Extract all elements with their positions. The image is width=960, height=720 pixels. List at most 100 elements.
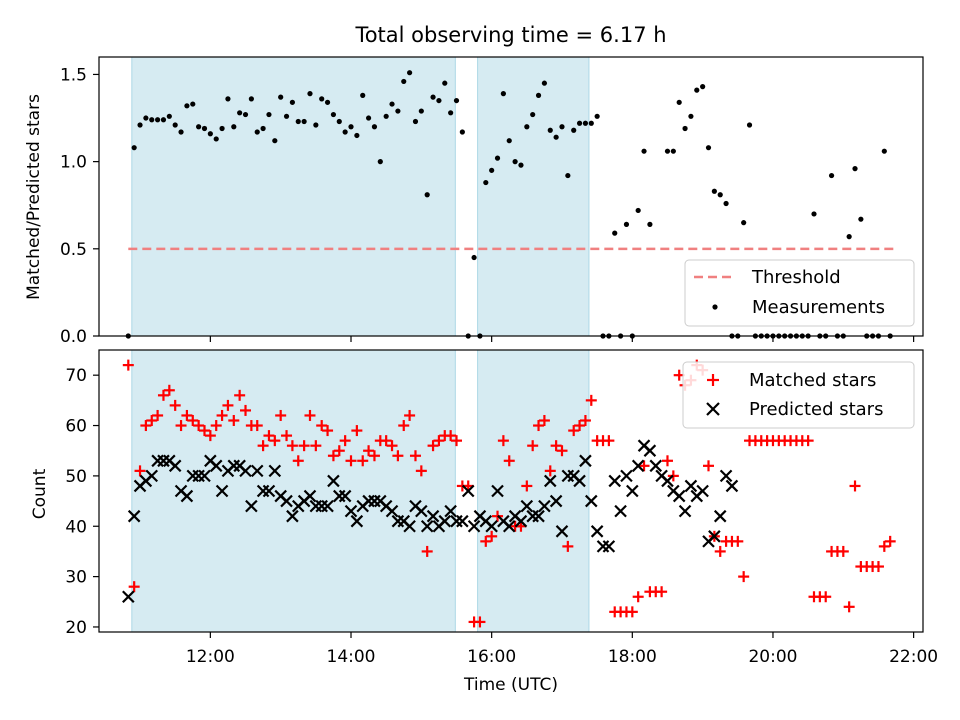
bottom-y-tick-label: 50 [65,467,87,487]
measurement-point [670,148,676,154]
measurement-point [442,80,448,86]
predicted-star-point [485,519,498,533]
measurement-point [588,120,594,126]
predicted-star-point [514,514,528,528]
predicted-star-point [209,459,223,473]
measurement-point [278,94,284,100]
predicted-star-point [626,484,639,498]
bottom-axes-frame [98,349,924,633]
x-tick-label: 20:00 [748,647,797,667]
matched-star-point [603,435,615,447]
matched-star-point [404,409,416,421]
measurement-point [494,155,501,161]
predicted-star-point [620,469,633,483]
matched-star-point [304,409,316,421]
legend-matched-marker [707,374,719,386]
predicted-star-point [608,474,622,488]
measurement-point [565,172,571,179]
matched-star-point [585,394,597,406]
matched-star-point [152,409,164,421]
predicted-star-point [198,469,211,483]
matched-star-point [409,450,421,462]
measurement-point [500,91,506,97]
matched-star-point [445,430,457,442]
measurement-point [524,124,530,130]
measurement-point [160,117,167,123]
bottom-y-tick-label: 30 [65,568,87,588]
matched-star-point [480,535,492,547]
measurement-point [559,124,565,130]
bottom-y-tick-label: 60 [65,417,87,437]
matched-star-point [122,359,134,371]
matched-star-point [210,420,222,432]
top-shaded-region-1 [477,56,590,337]
predicted-stars-points [122,439,739,604]
measurement-point [324,99,331,105]
matched-star-point [550,440,562,452]
legend-predicted-marker [706,402,720,416]
matched-star-point [275,409,287,421]
measurement-point [512,159,518,165]
matched-star-point [884,535,896,547]
measurement-point [647,221,653,227]
measurement-point [553,134,559,140]
measurement-point [741,220,747,226]
matched-star-point [204,430,216,442]
legend-matched-label: Matched stars [749,370,876,391]
matched-star-point [157,389,169,401]
matched-star-point [732,535,744,547]
matched-star-point [257,440,269,452]
matched-star-point [198,425,210,437]
measurement-point [623,221,630,227]
measurement-point [184,103,190,109]
predicted-star-point [602,540,616,553]
measurement-point [676,99,682,105]
measurement-point [489,167,495,173]
bottom-y-axis-label: Count [30,468,50,519]
predicted-star-point [672,489,686,503]
predicted-star-point [708,530,721,543]
bottom-x-ticks: 12:00 14:00 16:00 18:00 20:00 22:00 [186,632,938,667]
predicted-star-point [538,499,551,513]
predicted-star-point [215,484,229,498]
matched-star-point [392,450,404,462]
measurement-point [612,230,618,236]
measurement-point [196,124,202,130]
matched-star-point [427,440,439,452]
matched-star-point [415,465,427,477]
measurement-point [289,99,295,105]
matched-star-point [521,480,533,492]
matched-star-point [433,435,445,447]
matched-star-point [474,616,486,628]
bottom-legend: Matched stars Predicted stars [682,361,915,429]
measurement-point [365,115,372,121]
predicted-star-point [643,444,657,457]
matched-star-point [228,415,240,426]
measurement-point [172,122,178,128]
measurement-point [389,101,395,107]
matched-star-point [579,415,591,426]
matched-star-point [181,409,193,421]
measurement-point [336,118,342,125]
predicted-star-point [286,509,299,523]
predicted-star-point [456,514,469,528]
measurement-point [354,132,360,139]
measurement-point [383,113,389,119]
matched-star-point [661,455,673,467]
measurement-point [530,111,536,118]
matched-star-point [386,440,398,452]
measurement-point [811,211,817,217]
bottom-y-tick-label: 40 [65,517,87,537]
bottom-legend-box [682,361,915,429]
predicted-star-point [725,479,739,493]
matched-star-point [714,545,726,557]
matched-star-point [527,440,539,452]
measurement-point [424,192,430,198]
top-y-tick-label: 0.5 [60,240,87,260]
measurement-point [313,122,319,128]
measurement-point [852,166,858,172]
measurement-point [283,113,290,119]
matched-star-point [286,440,298,452]
predicted-star-point [420,519,434,533]
measurement-point [694,87,700,93]
